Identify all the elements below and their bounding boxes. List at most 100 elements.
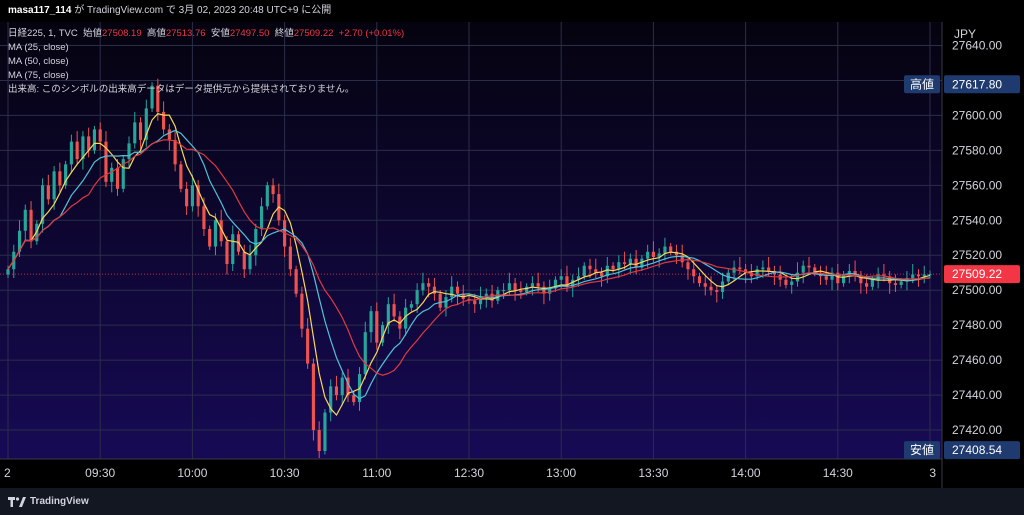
candle-body <box>375 311 379 343</box>
candle-body <box>421 283 425 291</box>
low-value: 27497.50 <box>229 28 270 39</box>
y-tick-label: 27460.00 <box>952 353 1002 367</box>
candle-body <box>502 290 506 292</box>
candle-body <box>795 272 800 282</box>
candle-body <box>807 265 811 268</box>
candle-body <box>219 220 223 242</box>
candlestick-chart[interactable]: 27640.0027620.0027600.0027580.0027560.00… <box>0 22 1024 488</box>
candle-body <box>905 277 909 282</box>
ohlc-row: 日経225, 1, TVC 始値27508.19 高値27513.76 安値27… <box>8 27 404 41</box>
candle-body <box>334 386 339 396</box>
candle-body <box>438 293 442 308</box>
candle-body <box>525 286 529 292</box>
candle-body <box>623 262 627 264</box>
candle-body <box>444 297 448 308</box>
candle-body <box>674 251 679 256</box>
high-marker-label-bg <box>904 75 940 94</box>
candle-body <box>352 395 356 403</box>
candle-body <box>271 185 275 195</box>
candle-body <box>801 265 805 273</box>
candle-body <box>680 255 684 263</box>
candle-body <box>536 283 540 287</box>
candle-body <box>242 251 246 270</box>
candle-body <box>23 209 27 231</box>
candle-body <box>628 258 632 264</box>
candle-body <box>380 325 385 343</box>
candle-body <box>484 293 488 298</box>
candle-body <box>761 267 765 270</box>
y-tick-label: 27520.00 <box>952 248 1002 262</box>
candle-body <box>715 290 719 292</box>
candle-body <box>259 206 264 230</box>
time-axis-background <box>0 459 942 488</box>
close-label: 終値 <box>274 28 294 39</box>
x-tick-label: 12:30 <box>454 466 484 480</box>
candle-body <box>110 167 114 182</box>
y-tick-label: 27640.00 <box>952 38 1002 52</box>
candle-body <box>686 262 690 270</box>
x-tick-label: 11:00 <box>362 466 391 480</box>
high-marker-label: 高値 <box>910 76 934 91</box>
candle-body <box>513 283 517 291</box>
candle-body <box>669 246 673 252</box>
candle-body <box>893 283 897 285</box>
candle-body <box>306 328 310 364</box>
volume-note: 出来高: このシンボルの出来高データはデータ提供元から提供されておりません。 <box>8 84 355 95</box>
candle-body <box>865 283 869 287</box>
symbol-name[interactable]: 日経225, 1, TVC <box>8 28 78 39</box>
candle-body <box>69 141 73 165</box>
candle-body <box>41 185 45 224</box>
candle-body <box>744 269 748 273</box>
candle-body <box>553 279 558 289</box>
candle-body <box>911 274 915 278</box>
candle-body <box>64 164 68 186</box>
candle-body <box>922 274 926 277</box>
candle-body <box>490 293 494 301</box>
y-tick-label: 27420.00 <box>952 423 1002 437</box>
ma75-legend[interactable]: MA (75, close) <box>8 70 69 81</box>
candle-body <box>225 241 229 264</box>
high-marker-value: 27617.80 <box>952 77 1002 91</box>
candle-body <box>115 167 120 189</box>
x-tick-label: 14:30 <box>823 466 853 480</box>
candle-body <box>530 283 534 287</box>
high-label: 高値 <box>146 28 166 39</box>
footer-brand: TradingView <box>30 496 89 507</box>
candle-body <box>790 281 794 285</box>
candle-body <box>133 122 137 144</box>
candle-body <box>104 141 108 182</box>
candle-body <box>323 412 327 452</box>
publish-details: が TradingView.com で 3月 02, 2023 20:48 UT… <box>74 5 332 16</box>
low-marker-label-bg <box>904 441 940 460</box>
candle-body <box>162 111 166 130</box>
chart-area[interactable]: 27640.0027620.0027600.0027580.0027560.00… <box>0 22 1024 488</box>
ma25-legend[interactable]: MA (25, close) <box>8 42 69 53</box>
candle-body <box>738 267 742 270</box>
candle-body <box>646 251 650 259</box>
candle-body <box>231 234 235 264</box>
candle-body <box>300 293 304 329</box>
ma50-legend[interactable]: MA (50, close) <box>8 56 69 67</box>
candle-body <box>208 229 212 247</box>
candle-body <box>692 269 696 277</box>
candle-body <box>450 286 454 298</box>
candle-body <box>196 185 200 207</box>
candle-body <box>588 265 592 270</box>
x-tick-label: 09:30 <box>85 466 115 480</box>
candle-body <box>46 185 50 200</box>
candle-body <box>404 307 408 329</box>
candle-body <box>876 274 880 280</box>
ma50-line <box>7 129 931 400</box>
candle-body <box>651 251 655 257</box>
candle-body <box>599 272 604 277</box>
candle-body <box>294 269 298 294</box>
low-marker-label: 安値 <box>910 442 934 457</box>
footer-bar: TradingView <box>0 488 1024 515</box>
close-value: 27509.22 <box>293 28 334 39</box>
open-label: 始値 <box>82 28 102 39</box>
candle-body <box>340 377 344 396</box>
candle-body <box>121 159 125 189</box>
low-marker-value: 27408.54 <box>952 443 1002 457</box>
candle-body <box>657 253 661 257</box>
candle-body <box>288 246 292 270</box>
